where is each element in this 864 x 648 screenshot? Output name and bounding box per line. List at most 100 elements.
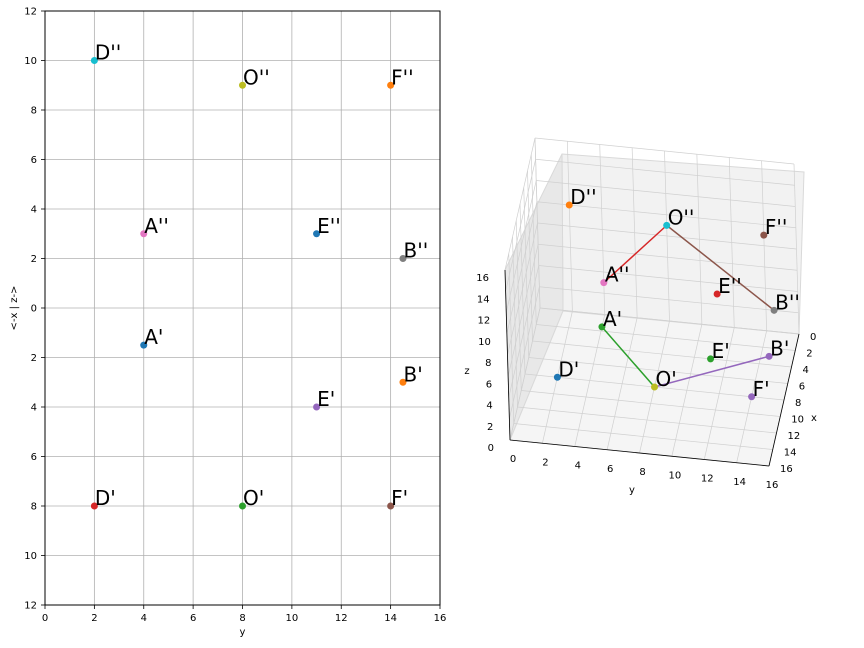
point-label: F'' [391, 65, 414, 89]
z-tick-label-3d: 0 [488, 443, 494, 454]
x-tick-label: 14 [384, 613, 397, 624]
points-2d: D'' O'' F'' A'' E'' B'' A' B' E' D' O' F' [90, 41, 428, 510]
gridline-3d [793, 163, 800, 335]
x-axis-line-3d [768, 333, 800, 467]
data-point-3d [598, 323, 606, 331]
point-label-3d: E' [712, 339, 730, 363]
x-tick-label-3d: 12 [788, 431, 801, 442]
x-tick-label: 10 [286, 613, 299, 624]
data-point [90, 502, 98, 510]
y-tick-label: 6 [31, 155, 37, 166]
x-tick-label-3d: 10 [791, 415, 804, 426]
data-point-3d [663, 221, 671, 229]
gridline-3d [535, 158, 795, 186]
gridline-3d [512, 236, 518, 408]
gridline-3d [696, 154, 703, 325]
data-point [140, 341, 148, 349]
point-label-3d: B' [770, 336, 789, 360]
x-tick-label: 4 [141, 613, 147, 624]
point-label: O' [243, 486, 264, 510]
x-tick-label: 0 [42, 613, 48, 624]
point-label: D' [95, 486, 116, 510]
point-label-3d: F'' [765, 215, 788, 239]
x-tick-label-3d: 8 [795, 398, 801, 409]
gridline-3d [513, 423, 773, 450]
point-label-3d: O' [656, 367, 677, 391]
x-axis-label-3d: x [811, 413, 817, 424]
point-label: O'' [243, 65, 270, 89]
y-axis-label-2d: <-x | z-> [9, 286, 20, 331]
data-point-3d [565, 201, 573, 209]
x-tick-label: 6 [190, 613, 196, 624]
x-tick-label: 2 [91, 613, 97, 624]
y-tick-label: 8 [31, 502, 37, 513]
data-point-3d [651, 383, 658, 391]
data-point [239, 502, 246, 510]
y-axis-line-3d [509, 439, 770, 467]
panes-3d [504, 153, 805, 467]
segment-line [603, 224, 668, 284]
y-tick-label: 4 [31, 205, 37, 216]
z-tick-label-3d: 14 [477, 294, 490, 305]
y-axis-label-3d: y [629, 485, 635, 496]
y-tick-label-3d: 0 [510, 454, 516, 465]
data-point [313, 403, 321, 411]
x-tick-label: 8 [239, 613, 245, 624]
y-tick-label: 6 [31, 452, 37, 463]
point-label: A'' [144, 214, 169, 238]
y-tick-label-3d: 12 [701, 474, 714, 485]
point-label: B'' [403, 239, 428, 263]
point-label-3d: F' [753, 377, 770, 401]
segments-3d [601, 224, 775, 388]
ticks-3d: 0 2 4 6 8 10 12 14 16 0 2 4 6 8 10 12 14 16 0 2 4 6 8 10 12 14 16 [476, 273, 816, 491]
gridline-3d [703, 327, 735, 460]
point-label-3d: B'' [775, 290, 800, 314]
data-point-3d [707, 355, 715, 363]
point-label: D'' [95, 41, 121, 65]
z-axis-label-3d: z [464, 366, 469, 377]
axes-3d [504, 269, 800, 467]
gridline-3d [508, 253, 515, 424]
data-point [399, 378, 407, 386]
point-label-3d: A'' [605, 263, 630, 287]
point-label-3d: E'' [718, 274, 742, 298]
z-tick-label-3d: 8 [485, 358, 491, 369]
y-tick-label: 12 [24, 601, 37, 612]
x-tick-label-3d: 4 [803, 365, 809, 376]
data-point [239, 81, 246, 89]
y-tick-label: 12 [24, 7, 37, 18]
y-tick-label: 2 [31, 254, 37, 265]
z-axis-line-3d [504, 269, 511, 441]
data-point [90, 57, 98, 64]
point-label-3d: O'' [668, 205, 695, 229]
gridline-3d [515, 220, 522, 391]
point-label: F' [391, 486, 408, 510]
y-tick-label-3d: 2 [542, 457, 548, 468]
point-label: B' [403, 362, 422, 386]
data-point [313, 230, 321, 238]
z-tick-label-3d: 16 [476, 273, 489, 284]
y-tick-label-3d: 14 [733, 477, 746, 488]
gridline-3d [536, 201, 796, 229]
y-tick-label: 8 [31, 106, 37, 117]
gridline-3d [534, 137, 795, 165]
point-label-3d: D'' [570, 185, 596, 209]
gridline-3d [504, 137, 536, 271]
data-point-3d [765, 352, 773, 360]
y-tick-label: 10 [24, 56, 37, 67]
y-tick-label-3d: 6 [607, 464, 613, 475]
z-tick-label-3d: 2 [487, 422, 493, 433]
gridline-3d [761, 160, 767, 331]
data-point [387, 81, 395, 89]
data-point [387, 502, 395, 510]
z-tick-label-3d: 12 [478, 316, 491, 327]
x-tick-label-3d: 6 [799, 382, 805, 393]
y-tick-label: 0 [31, 304, 37, 315]
point-label-3d: D' [558, 357, 579, 381]
segment-line [601, 326, 656, 388]
points-3d: D'' O'' F'' A'' E'' B'' A' B' E' D' O' F' [553, 185, 800, 401]
x-tick-label-3d: 2 [806, 349, 812, 360]
gridline-3d [507, 222, 538, 356]
gridline-3d [536, 180, 796, 207]
z-tick-label-3d: 10 [478, 337, 491, 348]
